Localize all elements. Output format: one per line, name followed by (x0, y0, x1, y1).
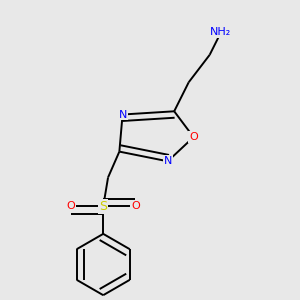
Text: O: O (189, 132, 198, 142)
Text: O: O (131, 202, 140, 212)
Text: O: O (67, 202, 75, 212)
Text: N: N (118, 110, 127, 119)
Text: N: N (164, 156, 172, 166)
Text: S: S (99, 200, 107, 213)
Text: NH₂: NH₂ (210, 27, 232, 37)
